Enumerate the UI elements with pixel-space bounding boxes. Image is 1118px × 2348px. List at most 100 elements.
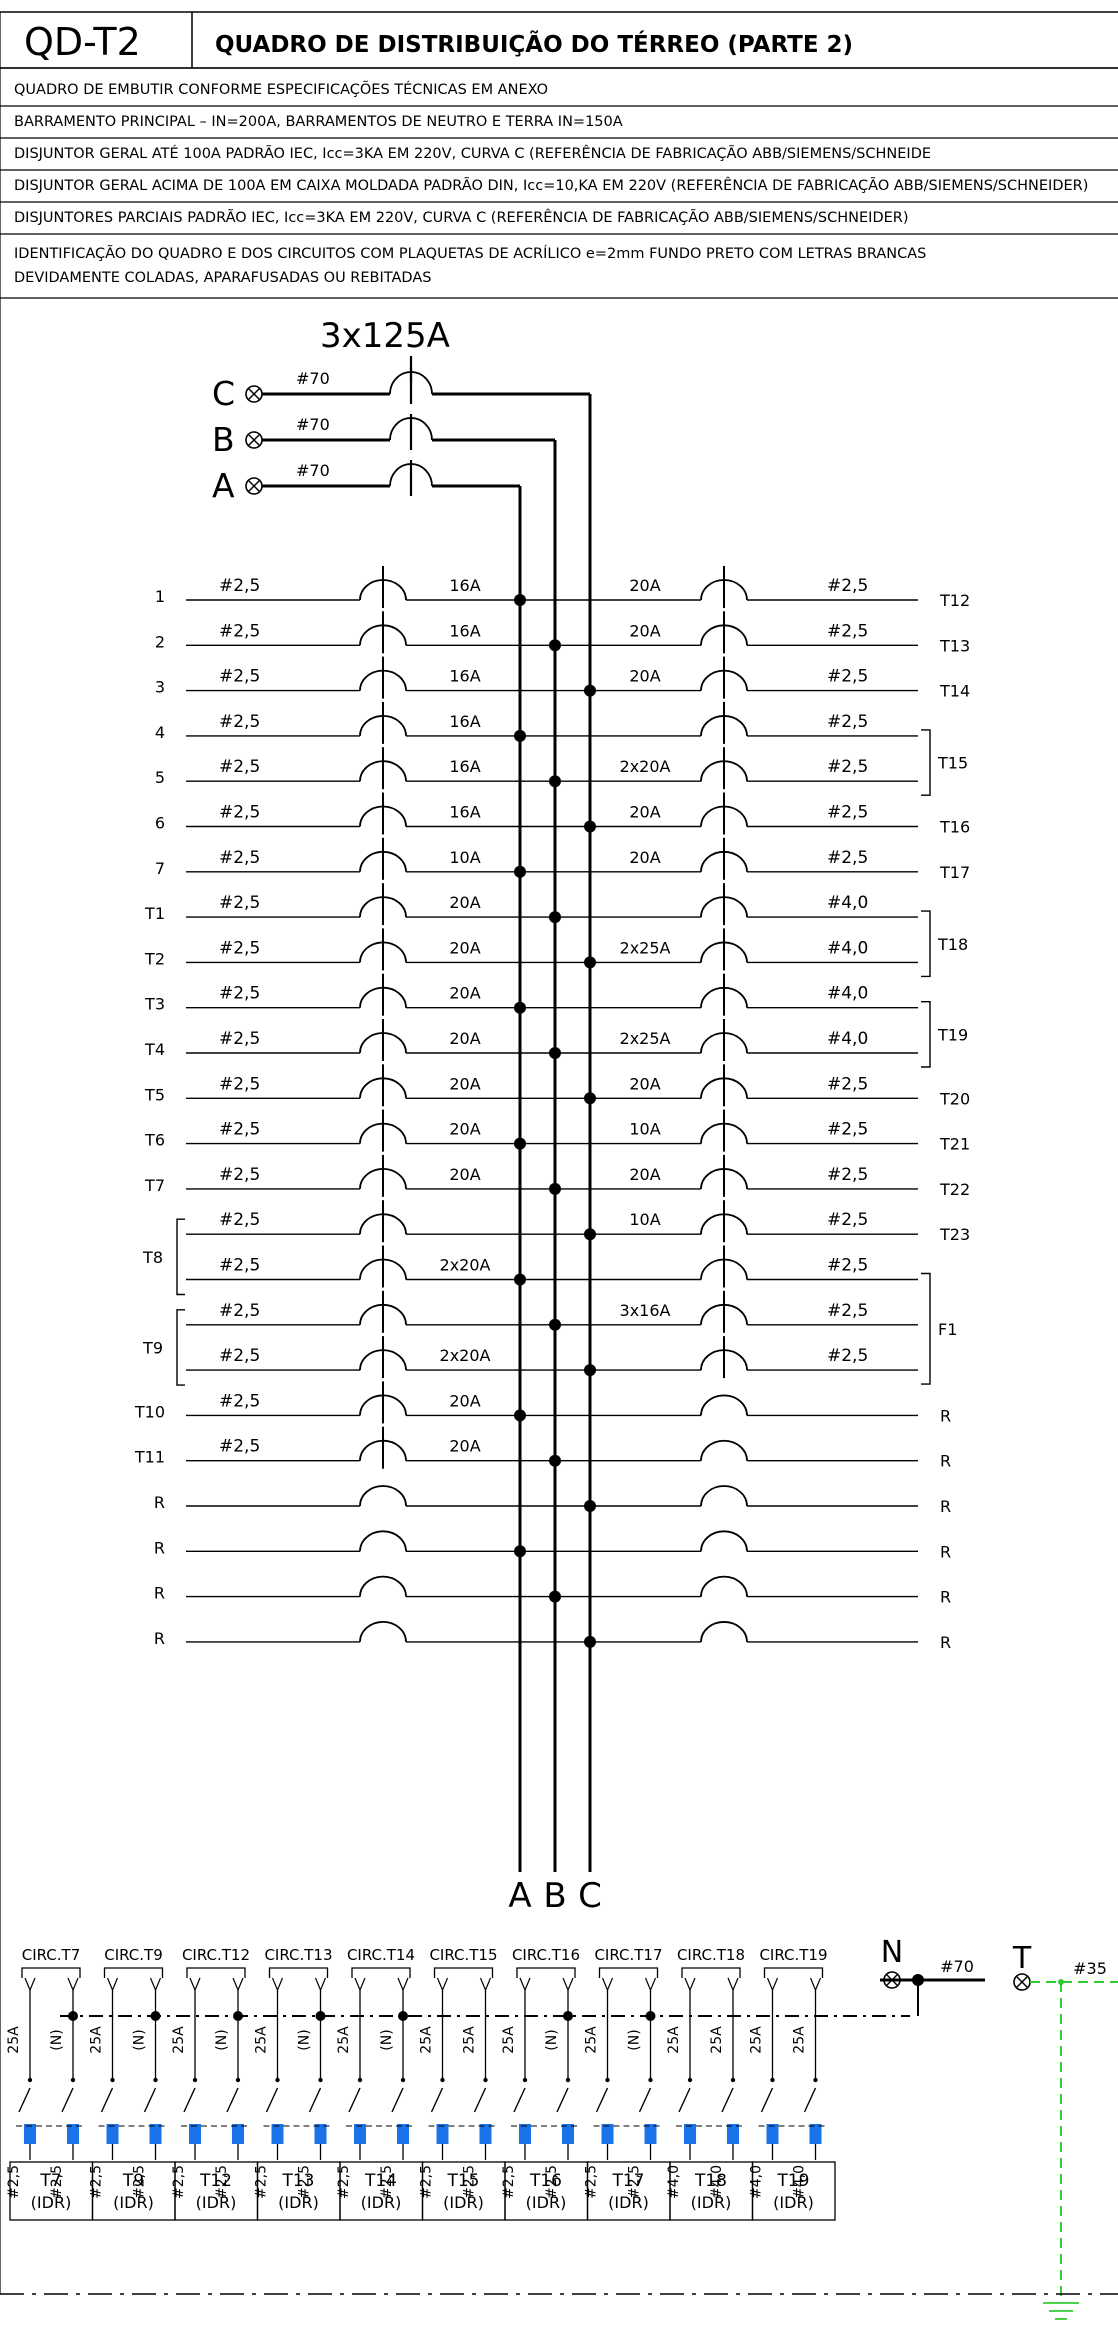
idr-pole-rating: (N)	[132, 2029, 148, 2050]
idr-name-box	[751, 2161, 836, 2221]
idr-name: T9	[122, 2171, 144, 2191]
idr-contact-block	[644, 2124, 657, 2144]
right-cable-size: #2,5	[827, 1120, 868, 1140]
right-circuit-label: T21	[939, 1135, 970, 1154]
idr-switch-blade	[61, 2087, 74, 2113]
idr-fork	[479, 1977, 487, 1991]
spec-note: BARRAMENTO PRINCIPAL – IN=200A, BARRAMEN…	[14, 114, 623, 130]
idr-contact-dot	[318, 2077, 323, 2083]
right-breaker-rating: 2x25A	[620, 1029, 671, 1048]
idr-switch-blade	[638, 2087, 652, 2113]
right-breaker-rating: 20A	[629, 1165, 660, 1184]
left-cable-size: #2,5	[219, 757, 260, 777]
idr-contact-dot	[730, 2077, 736, 2083]
right-breaker-rating: 20A	[629, 667, 660, 686]
idr-tag-bracket	[103, 1967, 164, 1978]
idr-contact-block	[436, 2124, 449, 2144]
phase-label-C: C	[212, 374, 235, 413]
left-breaker-symbol	[359, 1575, 407, 1597]
board-code: QD-T2	[24, 20, 141, 64]
right-circuit-label: R	[940, 1452, 951, 1471]
left-cable-size: #2,5	[219, 712, 260, 732]
earth-label: T	[1012, 1941, 1032, 1976]
left-breaker-rating: 10A	[449, 848, 480, 867]
idr-neutral-dot	[150, 2011, 161, 2021]
idr-contact-dot	[522, 2077, 528, 2083]
left-breaker-rating: 20A	[449, 893, 480, 912]
idr-contact-dot	[275, 2077, 280, 2083]
idr-contact-block	[562, 2124, 574, 2144]
left-cable-size: #2,5	[219, 667, 260, 687]
idr-fork	[67, 1977, 74, 1991]
left-cable-size: #2,5	[219, 1165, 260, 1185]
left-circuit-label: 6	[155, 814, 165, 833]
right-cable-size: #2,5	[827, 803, 868, 823]
idr-fork	[814, 1977, 822, 1991]
idr-fork	[29, 1977, 36, 1991]
left-circuit-label: T6	[144, 1131, 165, 1150]
idr-contact-block	[809, 2124, 822, 2144]
idr-fork	[684, 1977, 691, 1991]
idr-fork	[232, 1977, 239, 1991]
idr-circuit-tag: CIRC.T12	[182, 1946, 250, 1964]
idr-fork	[397, 1977, 404, 1991]
idr-contact-dot	[235, 2077, 241, 2083]
idr-cable-size: #2,5	[132, 2165, 148, 2199]
idr-fork	[732, 1977, 739, 1991]
idr-pole-rating: 25A	[666, 2026, 682, 2054]
idr-contact-block	[24, 2124, 36, 2144]
idr-contact-dot	[440, 2077, 445, 2083]
idr-switch-blade	[760, 2087, 774, 2113]
idr-neutral-dot	[398, 2011, 408, 2021]
terminal-cross	[1015, 1975, 1029, 1989]
left-breaker-rating: 20A	[449, 1165, 480, 1184]
right-breaker-rating: 10A	[629, 1210, 660, 1229]
idr-switch-blade	[721, 2087, 734, 2113]
idr-fork	[149, 1977, 157, 1991]
idr-neutral-dot	[563, 2011, 573, 2021]
idr-contact-block	[232, 2124, 244, 2144]
left-circuit-label: T1	[144, 904, 165, 923]
right-breaker-rating: 10A	[629, 1120, 660, 1139]
right-cable-size: #2,5	[827, 1165, 868, 1185]
spec-note: DEVIDAMENTE COLADAS, APARAFUSADAS OU REB…	[14, 270, 431, 286]
right-cable-size: #4,0	[827, 938, 868, 958]
idr-contact-dot	[648, 2077, 653, 2083]
idr-contact-dot	[770, 2077, 775, 2083]
idr-switch-blade	[430, 2087, 444, 2113]
right-group-bracket	[921, 1272, 931, 1385]
left-breaker-rating: 16A	[449, 803, 480, 822]
right-cable-size: #2,5	[827, 757, 868, 777]
idr-switch-blade	[473, 2087, 487, 2113]
idr-fork	[606, 1977, 614, 1991]
right-cable-size: #2,5	[827, 1301, 868, 1321]
idr-cable-size: #2,5	[171, 2165, 187, 2199]
idr-switch-blade	[595, 2087, 609, 2113]
idr-contact-block	[684, 2124, 696, 2144]
idr-pole-rating: 25A	[584, 2026, 600, 2054]
idr-contact-dot	[27, 2077, 33, 2083]
right-circuit-label: T23	[939, 1225, 970, 1244]
idr-type: (IDR)	[443, 2193, 484, 2212]
phase-A-cable: #70	[296, 461, 330, 480]
idr-contact-block	[149, 2124, 162, 2144]
left-breaker-rating: 20A	[449, 1437, 480, 1456]
left-cable-size: #2,5	[219, 1210, 260, 1230]
idr-name: T17	[611, 2171, 644, 2191]
right-circuit-label: R	[940, 1497, 951, 1516]
idr-contact-block	[354, 2124, 366, 2144]
left-circuit-label: 7	[155, 859, 165, 878]
right-breaker-symbol	[700, 1621, 748, 1642]
left-circuit-label: 1	[155, 587, 165, 606]
right-group-bracket	[921, 1001, 931, 1068]
idr-pole-rating: (N)	[49, 2029, 65, 2050]
right-breaker-symbol	[700, 1394, 748, 1416]
idr-fork	[809, 1977, 817, 1991]
idr-circuit-tag: CIRC.T9	[104, 1946, 163, 1964]
idr-cable-size: #4,0	[666, 2165, 682, 2199]
left-circuit-label: R	[154, 1538, 165, 1557]
right-breaker-rating: 20A	[629, 803, 660, 822]
idr-pole-rating: 25A	[462, 2026, 478, 2054]
idr-switch-blade	[18, 2087, 31, 2113]
